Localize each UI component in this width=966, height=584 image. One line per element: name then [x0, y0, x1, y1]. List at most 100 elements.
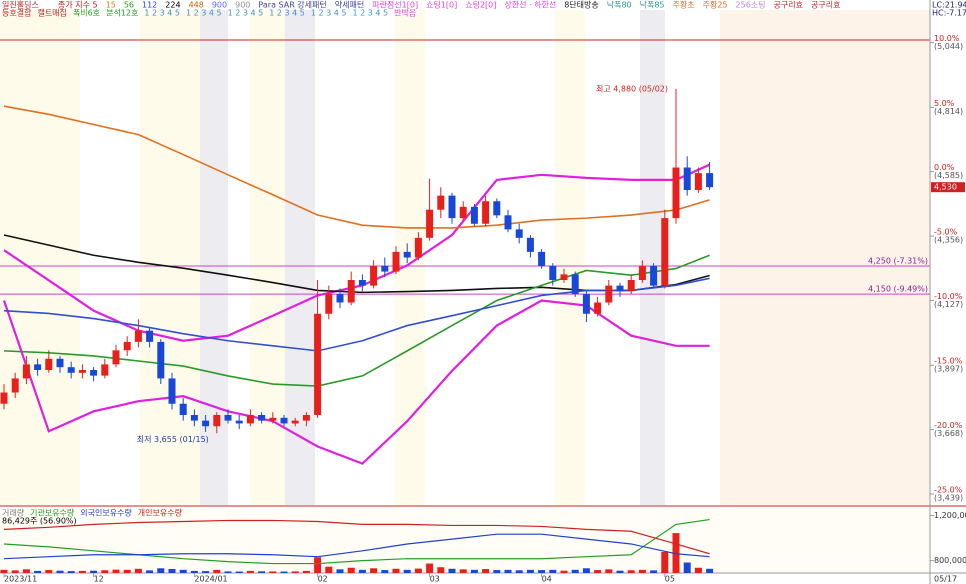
volume-bar — [392, 568, 400, 573]
legend-entry: 1 2 3 4 5 — [311, 9, 347, 18]
annotation: 최저 3,655 (01/15) — [137, 434, 209, 444]
y-tick-price: (5,044) — [934, 42, 963, 51]
x-tick-label: 2024/01 — [194, 575, 227, 584]
volume-bar — [325, 566, 333, 573]
candle-body — [246, 415, 254, 424]
band — [140, 10, 200, 505]
y-tick-price: (3,897) — [934, 365, 963, 374]
y-tick-label: -25.0% — [934, 486, 963, 495]
band — [0, 10, 80, 505]
legend-entry: 1 2 3 4 5 — [144, 9, 180, 18]
holding-line — [3, 533, 710, 560]
volume-bar — [370, 568, 378, 573]
volume-bar — [90, 570, 98, 573]
candle-body — [168, 378, 176, 404]
candle-body — [179, 403, 187, 415]
candle-body — [112, 350, 120, 365]
future-area — [720, 10, 930, 505]
candle-body — [302, 415, 310, 421]
volume-bar — [202, 571, 210, 573]
y-tick-price: (4,356) — [934, 236, 963, 245]
legend-entry: Para SAR 강세패턴 — [258, 0, 326, 10]
candle-body — [45, 358, 53, 370]
x-tick-label: 02 — [318, 575, 328, 584]
candle-body — [470, 206, 478, 224]
candle-body — [482, 201, 490, 224]
legend-entry: 15 — [106, 1, 116, 10]
band — [640, 10, 665, 505]
volume-bar — [594, 570, 602, 573]
volume-bar — [627, 570, 635, 573]
candle-body — [616, 285, 624, 292]
candle-body — [706, 173, 714, 188]
candle-body — [78, 370, 86, 373]
volume-bar — [258, 571, 266, 573]
volume-bar — [67, 571, 75, 573]
candle-body — [571, 274, 579, 295]
candle-body — [213, 415, 221, 427]
legend-entry: 1 2 3 4 5 — [352, 9, 388, 18]
candle-body — [269, 417, 277, 421]
volume-bar — [168, 569, 176, 573]
end-date-label: 05/17 — [934, 575, 957, 584]
candle-body — [582, 294, 590, 314]
candle-body — [459, 206, 467, 219]
volume-bar — [482, 569, 490, 573]
band — [555, 10, 585, 505]
legend-entry: 900 — [235, 1, 250, 10]
volume-info: 86,429주 (56.90%) — [2, 517, 77, 526]
candle-body — [90, 370, 98, 376]
candle-body — [280, 417, 288, 424]
volume-bar — [571, 569, 579, 573]
legend-entry: 주황25 — [703, 0, 728, 10]
y-tick-label: 5.0% — [934, 99, 955, 108]
x-tick-label: 05 — [665, 575, 675, 584]
volume-bar — [123, 569, 131, 573]
volume-bar — [470, 569, 478, 573]
candle-body — [403, 251, 411, 258]
candle-body — [224, 415, 232, 421]
candle-body — [515, 229, 523, 238]
volume-bar — [213, 569, 221, 573]
legend-entry: 등호결합 — [2, 8, 32, 18]
moving-line — [3, 105, 710, 229]
candle-body — [134, 330, 142, 342]
volume-bar — [45, 570, 53, 573]
legend-entry: 외국인보유수량 — [80, 508, 132, 518]
legend-entry: 1 2 3 4 5 — [186, 9, 222, 18]
legend-entry: 낙폭80 — [607, 0, 632, 10]
volume-bar — [694, 567, 702, 573]
y-tick-label: -5.0% — [934, 228, 958, 237]
candle-body — [336, 294, 344, 303]
moving-line — [2, 299, 710, 465]
volume-bar — [549, 569, 557, 573]
volume-bar — [605, 569, 613, 573]
volume-bar — [706, 568, 714, 573]
moving-line — [3, 277, 710, 352]
volume-bar — [661, 552, 669, 573]
candle-body — [0, 392, 8, 404]
x-tick-label: 2023/11 — [4, 575, 37, 584]
volume-bar — [146, 570, 154, 573]
candle-body — [381, 265, 389, 272]
price-line-label: 4,250 (-7.31%) — [868, 256, 928, 265]
candle-body — [67, 367, 75, 373]
x-tick-label: 04 — [542, 575, 552, 584]
legend-entry: 공구리효 — [811, 1, 840, 10]
legend-entry: 반박음 — [394, 8, 416, 18]
candle-body — [493, 201, 501, 216]
candle-body — [325, 294, 333, 314]
legend-entry: 쇼팅1[0] — [426, 0, 457, 10]
candle-body — [426, 209, 434, 238]
candle-body — [291, 420, 299, 424]
candle-body — [190, 415, 198, 421]
legend-entry: 1 2 3 4 5 — [269, 9, 305, 18]
candle-body — [34, 364, 42, 370]
y-tick-label: 0.0% — [934, 163, 955, 172]
volume-bar — [650, 570, 658, 573]
volume-bar — [616, 570, 624, 573]
legend-entry: 파란점선1[0] — [372, 0, 418, 10]
price-line-label: 4,150 (-9.49%) — [868, 285, 928, 294]
candle-body — [526, 237, 534, 252]
